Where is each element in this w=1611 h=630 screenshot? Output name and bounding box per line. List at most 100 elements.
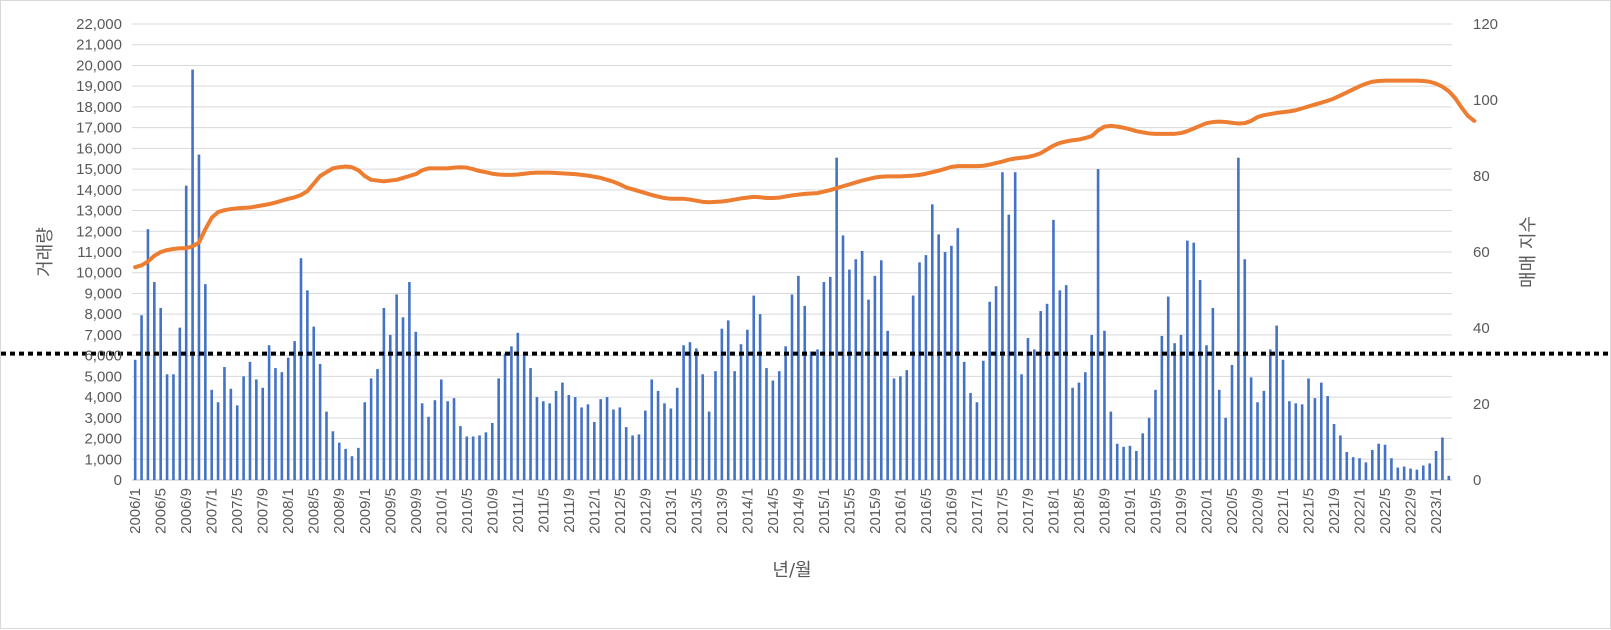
bar xyxy=(229,388,233,480)
bar xyxy=(1268,349,1272,480)
x-tick-label: 2022/9 xyxy=(1403,488,1420,534)
bar xyxy=(822,282,826,480)
bar xyxy=(1090,334,1094,480)
bar xyxy=(490,423,494,480)
bar xyxy=(344,448,347,480)
bar xyxy=(452,398,456,480)
y-right-tick-label: 80 xyxy=(1473,168,1490,185)
bar xyxy=(542,401,545,480)
bar xyxy=(682,345,685,480)
bar xyxy=(982,360,985,480)
bar xyxy=(1084,372,1087,480)
bar xyxy=(1313,398,1317,480)
bar xyxy=(1396,467,1400,480)
x-tick-label: 2007/1 xyxy=(204,488,221,534)
bar xyxy=(350,456,354,480)
y-left-tick-label: 16,000 xyxy=(76,140,122,157)
bar xyxy=(911,295,915,480)
bar xyxy=(739,344,743,480)
bar xyxy=(969,392,972,480)
bar xyxy=(1447,475,1451,480)
x-tick-label: 2008/9 xyxy=(331,488,348,534)
bar xyxy=(1001,172,1004,480)
bar xyxy=(369,378,373,480)
x-tick-label: 2006/5 xyxy=(153,488,170,534)
x-tick-label: 2020/1 xyxy=(1198,488,1215,534)
bar xyxy=(1249,377,1253,480)
bar xyxy=(554,390,558,480)
bar xyxy=(1441,437,1444,480)
bar xyxy=(1166,296,1170,480)
bar xyxy=(1020,374,1023,480)
bar xyxy=(235,405,239,480)
x-tick-label: 2023/1 xyxy=(1428,488,1445,534)
bar xyxy=(1422,465,1425,480)
bar xyxy=(140,315,143,480)
bar xyxy=(733,371,736,480)
bar xyxy=(1192,242,1196,480)
y-right-tick-label: 20 xyxy=(1473,396,1490,413)
bar xyxy=(1115,443,1119,480)
bar xyxy=(337,442,341,480)
bar xyxy=(1237,157,1240,480)
bar xyxy=(1205,345,1208,480)
bar xyxy=(1103,330,1106,480)
bar xyxy=(994,286,998,480)
bar xyxy=(867,299,870,480)
bar xyxy=(535,397,539,480)
bar xyxy=(663,403,666,480)
bar xyxy=(1211,307,1215,480)
bar xyxy=(484,432,488,480)
bar xyxy=(656,390,660,480)
bar xyxy=(293,341,296,480)
bar xyxy=(280,372,284,480)
x-tick-label: 2012/9 xyxy=(637,488,654,534)
bar xyxy=(669,408,673,480)
bar xyxy=(612,409,615,480)
bar xyxy=(363,402,367,480)
x-tick-label: 2022/5 xyxy=(1377,488,1394,534)
bar xyxy=(561,382,564,480)
bar xyxy=(286,357,290,480)
x-tick-label: 2021/9 xyxy=(1326,488,1343,534)
x-tick-label: 2017/5 xyxy=(994,488,1011,534)
bar xyxy=(848,269,851,480)
index-line xyxy=(133,78,1477,270)
bar xyxy=(1096,169,1100,480)
bar xyxy=(937,234,940,480)
bars-layer xyxy=(133,69,1451,480)
bar xyxy=(267,345,271,480)
x-tick-label: 2013/1 xyxy=(663,488,680,534)
bar xyxy=(478,435,481,480)
x-tick-label: 2009/1 xyxy=(357,488,374,534)
bar xyxy=(184,185,188,480)
bar xyxy=(191,69,194,480)
y-left-tick-label: 6,000 xyxy=(84,348,122,365)
bar xyxy=(133,359,137,480)
y-left-tick-label: 13,000 xyxy=(76,203,122,220)
bar xyxy=(886,330,889,480)
x-tick-label: 2016/5 xyxy=(918,488,935,534)
line-layer xyxy=(133,78,1477,270)
bar xyxy=(408,282,411,480)
bar xyxy=(1307,378,1310,480)
bar xyxy=(1045,303,1049,480)
y-right-tick-label: 60 xyxy=(1473,244,1490,261)
y-left-tick-label: 20,000 xyxy=(76,57,122,74)
bar xyxy=(854,259,858,480)
bar xyxy=(701,374,705,480)
bar xyxy=(388,334,392,480)
x-tick-label: 2018/5 xyxy=(1071,488,1088,534)
x-tick-label: 2022/1 xyxy=(1352,488,1369,534)
bar xyxy=(720,328,724,480)
bar xyxy=(248,361,252,480)
y-left-tick-label: 14,000 xyxy=(76,182,122,199)
y-left-tick-label: 4,000 xyxy=(84,389,122,406)
x-tick-label: 2009/9 xyxy=(408,488,425,534)
bar xyxy=(803,305,807,480)
bar xyxy=(841,235,845,480)
bar xyxy=(446,401,449,480)
bar xyxy=(879,260,883,480)
bar xyxy=(714,371,717,480)
